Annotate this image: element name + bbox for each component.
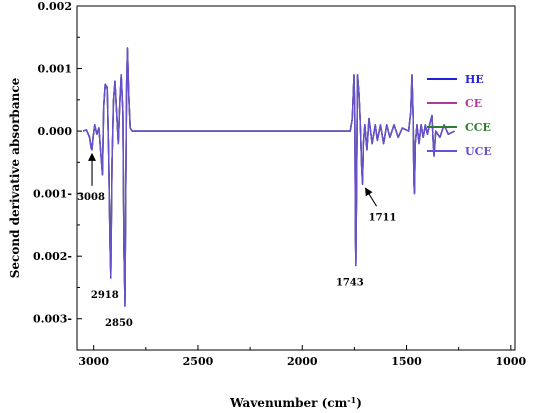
- series-line-ce: [83, 49, 455, 302]
- axes-layer: 3000 2500 2000 1500 1000 0.002 0.001 0.000 0.001…: [33, 0, 526, 368]
- plot-frame: [76, 5, 516, 351]
- x-tick-label: 1000: [496, 355, 527, 368]
- legend-label-uce: UCE: [465, 145, 492, 158]
- x-tick-label: 2500: [183, 355, 214, 368]
- y-tick-label: 0.001-: [33, 188, 72, 201]
- series-line-cce: [83, 48, 455, 304]
- y-tick-label: 0.003-: [33, 313, 72, 326]
- annotation-arrow: [365, 187, 378, 207]
- legend: HE CE CCE UCE: [427, 73, 492, 158]
- legend-label-he: HE: [465, 73, 484, 86]
- y-tick-label: 0.000: [38, 125, 73, 138]
- series-line-he: [83, 47, 455, 307]
- x-tick-label: 1500: [391, 355, 422, 368]
- y-axis-label: Second derivative absorbance: [8, 77, 22, 278]
- x-tick-label: 3000: [78, 355, 109, 368]
- annotation-label: 2918: [91, 290, 119, 301]
- annotation-label: 1743: [336, 278, 364, 289]
- legend-label-ce: CE: [465, 97, 482, 110]
- series-layer: [83, 47, 455, 307]
- annotation-label: 3008: [77, 192, 105, 203]
- y-tick-label: 0.001: [38, 63, 72, 76]
- legend-label-cce: CCE: [465, 121, 491, 134]
- annotation-label: 2850: [105, 318, 133, 329]
- x-axis-label: Wavenumber (cm-1): [229, 395, 362, 410]
- x-axis-label-superscript: -1: [347, 395, 356, 405]
- y-tick-label: 0.002: [38, 0, 72, 13]
- x-axis-label-main: Wavenumber (cm: [229, 396, 347, 410]
- y-tick-label: 0.002-: [33, 250, 72, 263]
- x-tick-label: 2000: [287, 355, 318, 368]
- series-line-uce: [83, 47, 455, 306]
- x-axis-label-close: ): [356, 396, 362, 410]
- annotation-layer: 3008 2918 2850 1743 1711: [77, 152, 397, 329]
- annotation-label: 1711: [369, 212, 397, 223]
